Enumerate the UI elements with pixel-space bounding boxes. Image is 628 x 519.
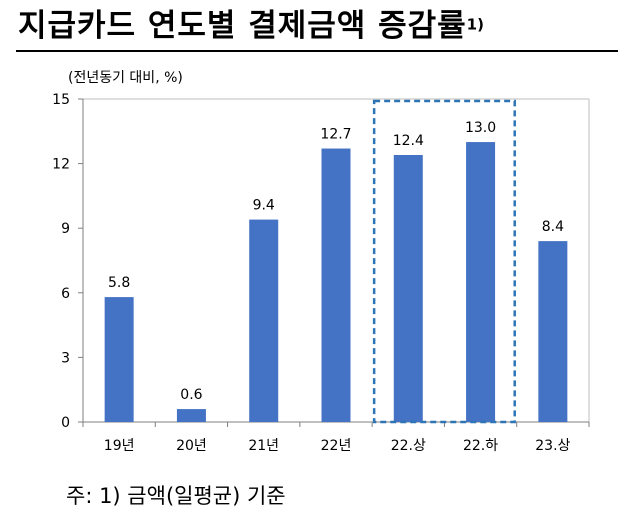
unit-label: (전년동기 대비, %) bbox=[68, 70, 183, 86]
y-tick-label: 15 bbox=[52, 92, 70, 108]
title-underline bbox=[16, 50, 618, 52]
bar bbox=[466, 142, 496, 423]
bar bbox=[176, 409, 206, 422]
x-category-label: 22년 bbox=[321, 438, 352, 454]
x-category-label: 22.하 bbox=[463, 438, 498, 454]
x-category-label: 23.상 bbox=[535, 438, 570, 454]
chart-title-superscript: 1) bbox=[466, 15, 484, 34]
bar-value-label: 9.4 bbox=[253, 198, 275, 214]
bar bbox=[104, 297, 134, 422]
plot-area: 0 3 6 9 12 15 5.8 19년 0.6 20년 9.4 21년 12.7 22년 12.4 22.… bbox=[52, 92, 590, 454]
bar-value-label: 5.8 bbox=[108, 275, 130, 291]
bar-value-label: 8.4 bbox=[542, 219, 564, 235]
bar-value-label: 12.4 bbox=[393, 133, 424, 149]
bar bbox=[321, 148, 351, 422]
y-tick-label: 0 bbox=[61, 415, 70, 431]
x-category-label: 20년 bbox=[176, 438, 207, 454]
x-category-label: 22.상 bbox=[391, 438, 426, 454]
y-tick-label: 6 bbox=[61, 286, 70, 302]
chart-title-text: 지급카드 연도별 결제금액 증감률 bbox=[18, 8, 467, 44]
bar-value-label: 13.0 bbox=[465, 120, 496, 136]
bar-value-label: 12.7 bbox=[320, 127, 351, 143]
footnote: 주: 1) 금액(일평균) 기준 bbox=[66, 484, 286, 508]
x-category-label: 19년 bbox=[104, 438, 135, 454]
x-category-label: 21년 bbox=[248, 438, 279, 454]
y-tick-label: 9 bbox=[61, 221, 70, 237]
bar bbox=[249, 219, 279, 422]
bar bbox=[393, 154, 423, 422]
highlight-dashed-box bbox=[372, 99, 516, 424]
chart-title: 지급카드 연도별 결제금액 증감률1) bbox=[18, 4, 618, 54]
y-tick-label: 3 bbox=[61, 350, 70, 366]
y-tick-label: 12 bbox=[52, 157, 70, 173]
bar bbox=[538, 241, 568, 422]
bar-value-label: 0.6 bbox=[180, 387, 202, 403]
